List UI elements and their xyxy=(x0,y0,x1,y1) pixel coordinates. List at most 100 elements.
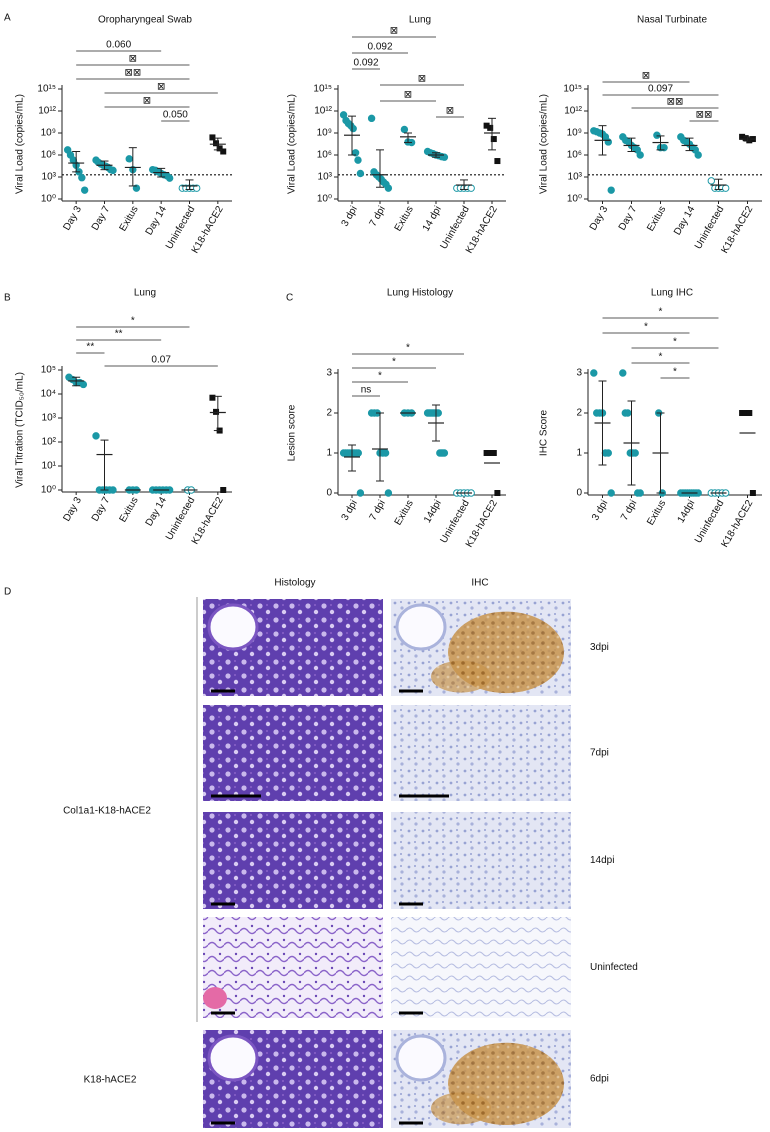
significance-label: ns xyxy=(361,385,372,396)
airway xyxy=(395,603,447,651)
y-tick-label: 2 xyxy=(326,408,332,419)
y-tick-label: 10¹⁵ xyxy=(37,84,56,95)
significance-label: 0.050 xyxy=(163,110,188,121)
y-tick-label: 10⁶ xyxy=(41,150,56,161)
ihc-stain xyxy=(431,660,491,693)
chart-title: Oropharyngeal Swab xyxy=(98,15,192,26)
data-point xyxy=(742,135,749,142)
y-tick-label: 10⁰ xyxy=(567,194,582,205)
x-tick-label: Exitus xyxy=(645,498,668,527)
data-point xyxy=(631,449,639,457)
data-point xyxy=(636,489,644,497)
x-tick-label: Day 3 xyxy=(588,204,611,233)
column-header: IHC xyxy=(471,578,488,589)
panel-label: A xyxy=(4,13,11,24)
x-tick-label: 7 dpi xyxy=(368,204,388,228)
x-tick-label: 14dpi xyxy=(422,498,444,525)
data-point xyxy=(604,138,612,146)
micrograph xyxy=(391,705,571,801)
x-tick-label: Day 3 xyxy=(61,204,84,233)
panel-label: C xyxy=(286,293,293,304)
data-point xyxy=(483,122,490,129)
y-axis-label: Viral Titration (TCID₅₀/mL) xyxy=(15,372,26,488)
data-point xyxy=(653,131,661,139)
data-point xyxy=(590,369,598,377)
significance-label: * xyxy=(392,357,396,368)
chart-title: Lung IHC xyxy=(651,288,693,299)
data-point xyxy=(109,486,117,494)
data-point xyxy=(487,450,494,456)
significance-label: 0.092 xyxy=(367,42,392,53)
data-point xyxy=(92,432,100,440)
y-tick-label: 10² xyxy=(42,437,57,448)
significance-label: ⊠ xyxy=(143,96,151,107)
x-tick-label: Day 14 xyxy=(144,204,170,237)
data-point xyxy=(220,487,227,493)
panel-label: B xyxy=(4,293,11,304)
y-tick-label: 1 xyxy=(576,448,582,459)
x-tick-label: Exitus xyxy=(118,204,141,233)
row-label: 14dpi xyxy=(590,855,614,866)
data-point xyxy=(494,490,501,496)
y-tick-label: 0 xyxy=(326,488,332,499)
data-point xyxy=(749,490,756,496)
row-label: 6dpi xyxy=(590,1074,609,1085)
y-tick-label: 10³ xyxy=(42,172,57,183)
x-tick-label: Uninfected xyxy=(693,498,726,545)
y-tick-label: 1 xyxy=(326,448,332,459)
data-point xyxy=(739,410,746,416)
x-tick-label: Day 14 xyxy=(672,204,698,237)
significance-label: ⊠⊠ xyxy=(667,97,684,108)
significance-label: ⊠ xyxy=(157,82,165,93)
y-tick-label: 3 xyxy=(576,368,582,379)
data-point xyxy=(636,151,644,159)
data-point xyxy=(209,394,216,401)
significance-label: * xyxy=(659,352,663,363)
data-point xyxy=(722,184,730,192)
data-point xyxy=(490,450,497,456)
significance-label: ⊠ xyxy=(404,90,412,101)
data-point xyxy=(440,153,449,161)
y-tick-label: 3 xyxy=(326,368,332,379)
x-tick-label: 7 dpi xyxy=(368,498,388,522)
column-header: Histology xyxy=(274,578,315,589)
panel-label: D xyxy=(4,587,11,598)
micrograph xyxy=(203,812,383,909)
chart-title: Lung Histology xyxy=(387,288,453,299)
data-point xyxy=(739,133,746,140)
x-tick-label: Day 3 xyxy=(61,495,84,524)
y-axis-label: Viral Load (copies/mL) xyxy=(287,94,298,194)
x-tick-label: Day 7 xyxy=(90,495,113,524)
y-tick-label: 10⁶ xyxy=(317,150,332,161)
x-tick-label: 14 dpi xyxy=(421,204,444,233)
y-tick-label: 0 xyxy=(576,488,582,499)
significance-label: ⊠ xyxy=(390,26,398,37)
data-point xyxy=(354,156,362,164)
data-point xyxy=(604,449,612,457)
x-tick-label: 3 dpi xyxy=(590,498,610,522)
significance-label: ⊠⊠ xyxy=(124,68,141,79)
data-point xyxy=(746,410,753,416)
x-tick-label: Day 14 xyxy=(144,495,170,528)
y-tick-label: 2 xyxy=(576,408,582,419)
significance-label: * xyxy=(673,367,677,378)
y-axis-label: Viral Load (copies/mL) xyxy=(539,94,550,194)
y-tick-label: 10⁹ xyxy=(41,128,56,139)
ihc-stain xyxy=(431,1092,491,1125)
y-tick-label: 10⁰ xyxy=(317,194,332,205)
x-tick-label: Day 7 xyxy=(617,204,640,233)
data-point xyxy=(132,184,141,192)
y-tick-label: 10¹⁵ xyxy=(563,84,582,95)
data-point xyxy=(494,158,501,165)
significance-label: ⊠ xyxy=(642,71,650,82)
y-tick-label: 10¹ xyxy=(42,461,57,472)
micrograph xyxy=(203,917,383,1018)
data-point xyxy=(220,148,227,155)
data-point xyxy=(367,114,376,123)
micrograph xyxy=(391,917,571,1018)
data-point xyxy=(490,136,497,143)
data-point xyxy=(216,145,223,152)
row-label: 7dpi xyxy=(590,748,609,759)
significance-label: * xyxy=(406,343,410,354)
